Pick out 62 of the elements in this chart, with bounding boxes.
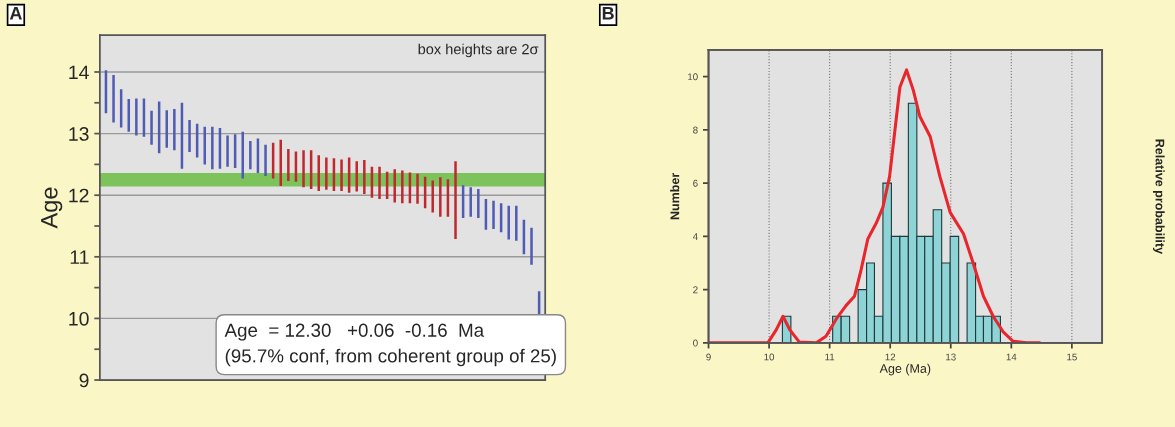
bar (203, 126, 206, 165)
y-tick-label: 4 (692, 233, 698, 240)
bar (249, 140, 252, 170)
annotation: Age = 12.30 +0.06 -0.16 Ma (95.7% conf, from coherent group of 25) (224, 323, 556, 367)
bar (317, 155, 320, 191)
y-tick-label: 14 (69, 65, 89, 80)
x-tick-label: 11 (825, 353, 835, 361)
bar (401, 170, 404, 204)
x-axis-title: Age (Ma) (879, 363, 931, 376)
bar (439, 177, 442, 217)
y-tick-label: 13 (69, 127, 89, 141)
bar (416, 173, 419, 204)
bar (226, 135, 229, 167)
bar (287, 148, 290, 182)
y-tick-label: 9 (79, 373, 89, 388)
bar (378, 166, 381, 199)
y-tick-label: 10 (69, 311, 89, 326)
y-axis-title: Number (670, 172, 680, 220)
bar (173, 108, 176, 151)
bar (302, 150, 305, 188)
bar (127, 99, 131, 132)
bar (515, 205, 518, 241)
bar (188, 120, 191, 153)
y-tick-label: 10 (688, 73, 698, 81)
y-tick-label: 0 (693, 339, 698, 347)
x-tick-label: 10 (764, 353, 775, 361)
x-tick-label: 12 (885, 353, 896, 361)
x-tick-label: 13 (946, 353, 956, 361)
bar (492, 200, 495, 230)
y-tick-label: 11 (70, 250, 89, 264)
bar (150, 110, 153, 145)
bar (355, 161, 358, 192)
bar (211, 126, 214, 170)
x-tick-label: 14 (1006, 353, 1017, 361)
bar (469, 187, 472, 217)
bar (363, 160, 366, 194)
bar (454, 161, 457, 239)
bar (431, 180, 434, 213)
bar (135, 98, 138, 136)
x-tick-label: 15 (1067, 353, 1077, 361)
bar (165, 110, 168, 148)
y-tick-label: 2 (693, 286, 698, 294)
bar (241, 131, 244, 179)
bar (112, 75, 115, 123)
bar (530, 227, 533, 265)
bar (264, 144, 267, 177)
bar (325, 157, 328, 190)
chart-title: A (9, 7, 22, 20)
bar (340, 159, 343, 191)
y-tick-label: 12 (69, 188, 89, 203)
y-tick-label: 8 (693, 126, 698, 134)
bar (507, 205, 510, 240)
line-series (708, 68, 1042, 343)
annotation: box heights are 2σ (418, 43, 539, 58)
y-axis-title: Age (41, 187, 63, 229)
x-tick-label: 9 (706, 353, 711, 361)
chart-title: B (602, 7, 614, 20)
y-tick-label: 6 (693, 179, 698, 187)
y2-axis-title: Relative probability (1153, 139, 1165, 255)
bar (279, 139, 282, 186)
bar (477, 189, 480, 218)
bar (393, 169, 396, 203)
